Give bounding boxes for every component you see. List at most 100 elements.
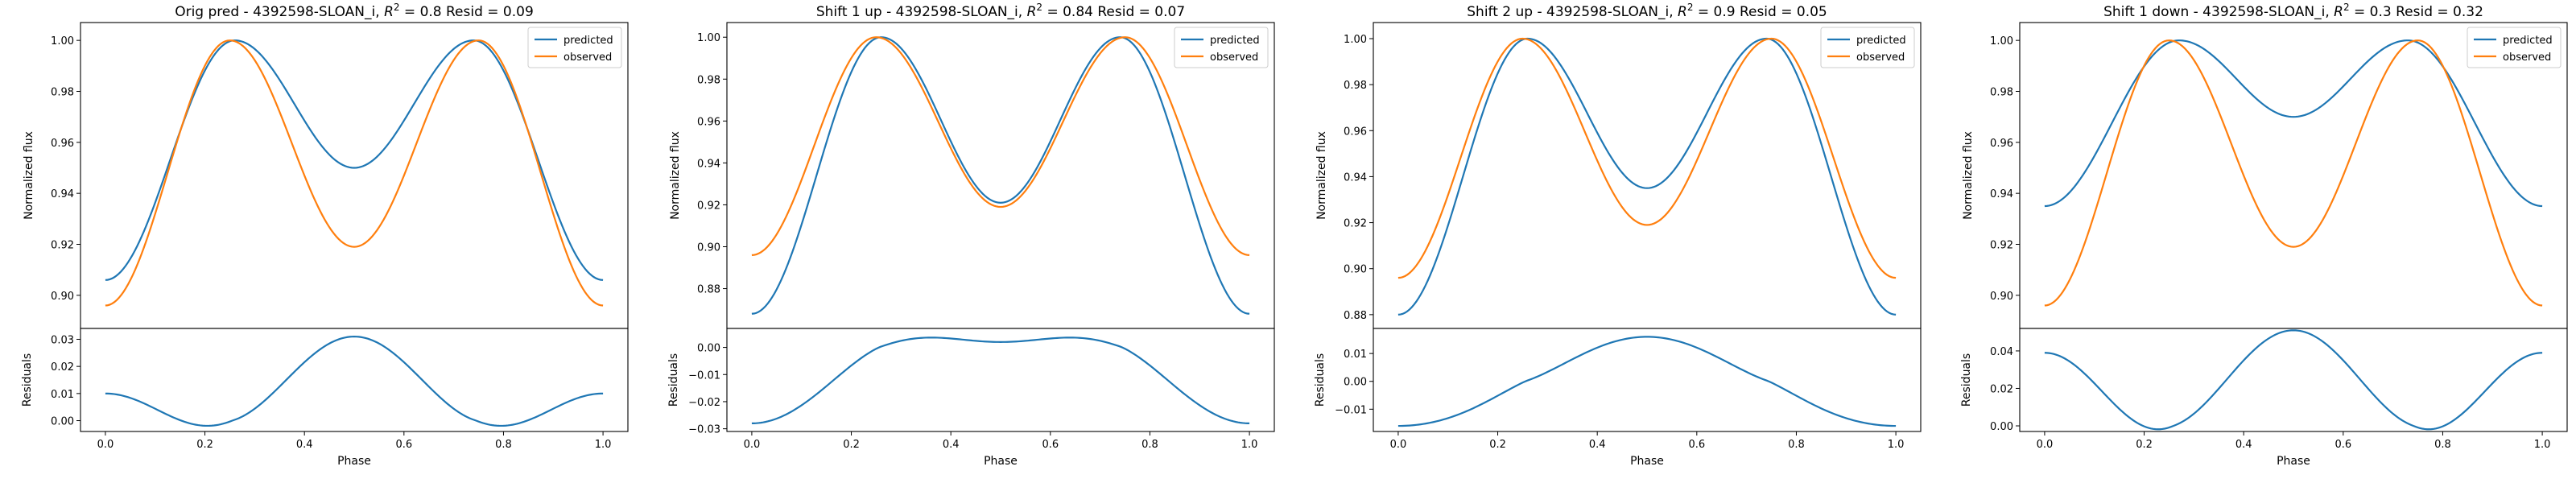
resid-y-tick-label: 0.01 [1344,349,1367,361]
y-axis-label: Normalized flux [23,131,35,220]
title-suffix: = 0.9 Resid = 0.05 [1693,4,1827,20]
x-axis-label: Phase [984,455,1018,468]
legend-label-predicted: predicted [1856,35,1906,47]
y-tick-label: 1.00 [1990,35,2013,47]
y-tick-label: 1.00 [697,32,720,44]
legend-label-predicted: predicted [2503,35,2553,47]
y-tick-label: 0.90 [1990,291,2013,303]
resid-y-tick-label: 0.00 [1990,421,2013,433]
x-tick-label: 1.0 [1241,439,1258,451]
residual-axes-frame [2019,328,2568,432]
x-tick-label: 0.2 [2136,439,2153,451]
x-tick-label: 0.8 [495,439,512,451]
y-tick-label: 0.90 [697,242,720,254]
residual-axes-frame [726,328,1275,432]
resid-y-tick-label: −0.02 [688,397,720,409]
main-axes-frame [2019,22,2568,329]
y-tick-label: 0.98 [1344,80,1367,92]
resid-y-tick-label: 0.01 [51,389,74,401]
title-r-symbol: R [384,4,394,20]
x-tick-label: 0.2 [196,439,213,451]
x-tick-label: 0.6 [2334,439,2351,451]
title-prefix: Shift 2 up - 4392598-SLOAN_i, [1467,4,1678,20]
chart-title: Shift 2 up - 4392598-SLOAN_i, R2 = 0.9 R… [1467,2,1827,20]
x-tick-label: 0.8 [2434,439,2451,451]
resid-y-tick-label: 0.00 [1344,377,1367,389]
x-tick-label: 0.4 [1589,439,1606,451]
x-tick-label: 1.0 [595,439,612,451]
series-line-observed [2044,39,2543,307]
y-axis-label: Normalized flux [669,131,682,220]
title-r-symbol: R [1678,4,1687,20]
title-suffix: = 0.3 Resid = 0.32 [2350,4,2483,20]
x-tick-label: 0.2 [843,439,860,451]
x-tick-label: 0.4 [2235,439,2252,451]
residual-axes-frame [80,328,629,432]
y-tick-label: 0.98 [51,87,74,99]
residual-line [751,336,1250,424]
x-tick-label: 0.4 [943,439,960,451]
series-line-predicted [2044,39,2543,208]
resid-y-tick-label: −0.03 [688,424,720,436]
resid-y-tick-label: −0.01 [688,369,720,382]
residual-axis-label: Residuals [1960,353,1973,407]
residual-axes-frame [1373,328,1922,432]
y-tick-label: 0.88 [697,284,720,296]
legend-label-observed: observed [1856,52,1905,64]
y-tick-label: 0.90 [51,291,74,303]
series-line-observed [105,39,604,307]
legend-box [527,27,622,68]
title-r-symbol: R [2334,4,2343,20]
legend-label-observed: observed [2503,52,2551,64]
x-tick-label: 0.6 [1688,439,1705,451]
residual-line [1397,336,1897,427]
y-tick-label: 0.94 [1990,188,2013,200]
y-tick-label: 0.96 [1990,138,2013,150]
y-tick-label: 0.92 [51,240,74,252]
y-tick-label: 0.96 [697,116,720,128]
main-axes-frame [726,22,1275,329]
series-line-predicted [751,36,1250,315]
legend: predicted observed [527,27,622,68]
x-tick-label: 0.4 [296,439,313,451]
x-tick-label: 0.8 [1788,439,1805,451]
title-prefix: Shift 1 up - 4392598-SLOAN_i, [816,4,1027,20]
title-superscript: 2 [1036,2,1042,13]
title-superscript: 2 [1687,2,1694,13]
y-tick-label: 0.92 [1344,218,1367,230]
x-axis-label: Phase [337,455,371,468]
resid-y-tick-label: −0.01 [1335,404,1367,416]
y-tick-label: 0.88 [1344,310,1367,322]
residual-axis-label: Residuals [667,353,680,407]
legend: predicted observed [2467,27,2562,68]
resid-y-tick-label: 0.02 [1990,383,2013,395]
residual-axis-label: Residuals [1314,353,1327,407]
chart-title: Shift 1 up - 4392598-SLOAN_i, R2 = 0.84 … [816,2,1185,20]
x-tick-label: 0.6 [1042,439,1059,451]
title-r-symbol: R [1027,4,1037,20]
legend-box [1174,27,1269,68]
y-tick-label: 0.98 [1990,87,2013,99]
x-tick-label: 0.0 [2037,439,2054,451]
y-tick-label: 0.96 [51,138,74,150]
series-line-predicted [1397,37,1897,316]
resid-y-tick-label: 0.02 [51,361,74,374]
x-tick-label: 0.0 [744,439,761,451]
x-tick-label: 0.6 [395,439,412,451]
legend-label-observed: observed [564,52,612,64]
residual-line [2044,329,2543,431]
x-tick-label: 0.2 [1489,439,1506,451]
title-suffix: = 0.8 Resid = 0.09 [400,4,534,20]
title-suffix: = 0.84 Resid = 0.07 [1042,4,1185,20]
legend-box [2467,27,2562,68]
title-prefix: Orig pred - 4392598-SLOAN_i, [175,4,384,20]
y-tick-label: 0.96 [1344,126,1367,138]
y-tick-label: 0.94 [51,188,74,200]
series-line-predicted [105,39,604,281]
residual-line [105,336,604,427]
y-tick-label: 0.94 [1344,171,1367,184]
y-tick-label: 0.98 [697,74,720,86]
chart-panel-4: Shift 1 down - 4392598-SLOAN_i, R2 = 0.3… [1960,2,2568,468]
title-prefix: Shift 1 down - 4392598-SLOAN_i, [2103,4,2334,20]
x-tick-label: 0.0 [1390,439,1407,451]
